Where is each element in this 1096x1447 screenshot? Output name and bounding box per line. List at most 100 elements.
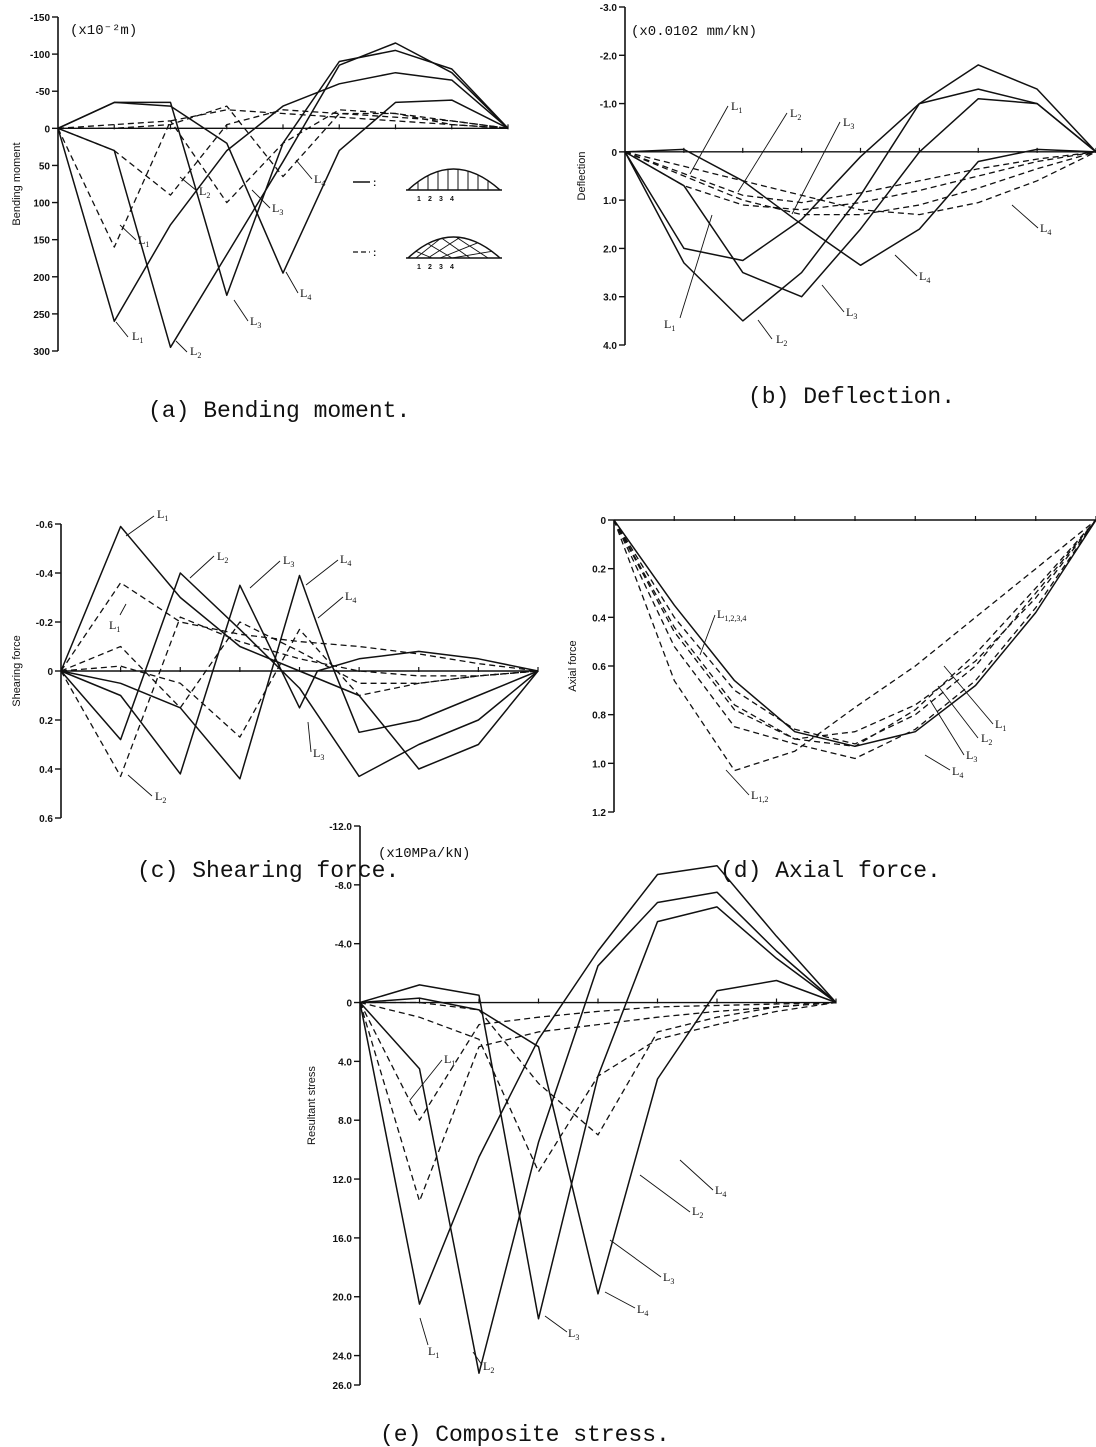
chart-caption: (e) Composite stress.	[380, 1422, 670, 1447]
legend-solid-mark: :	[373, 178, 376, 189]
series-label: L2	[776, 332, 787, 348]
label-leader	[725, 769, 750, 796]
y-tick-label: 150	[33, 236, 50, 247]
y-tick-label: 0	[346, 999, 352, 1010]
y-tick-label: 16.0	[333, 1234, 353, 1245]
label-leader	[894, 254, 918, 277]
series-dashed-line	[613, 519, 1096, 740]
label-leader	[544, 1315, 568, 1333]
series-solid-line	[359, 891, 837, 1374]
label-leader	[679, 214, 713, 319]
series-solid-line	[613, 519, 1096, 748]
series-dashed-line	[613, 519, 1096, 772]
y-tick-label: -4.0	[335, 940, 353, 951]
y-tick-label: 4.0	[338, 1057, 352, 1068]
y-tick-label: 0.4	[592, 613, 606, 624]
chart-caption: (a) Bending moment.	[148, 398, 410, 424]
series-dashed-line	[359, 1001, 837, 1121]
series-solid-line	[60, 572, 539, 778]
y-tick-label: 100	[33, 199, 50, 210]
series-dashed-line	[360, 1001, 837, 1136]
y-axis-label: Resultant stress	[306, 1066, 318, 1145]
series-label: L1	[444, 1052, 455, 1068]
label-leader	[419, 1317, 429, 1346]
label-leader	[937, 685, 979, 739]
series-solid-line	[624, 97, 1096, 298]
y-tick-label: 300	[33, 347, 50, 358]
series-label: L3	[283, 553, 294, 569]
unit-label: (x0.0102 mm/kN)	[631, 24, 757, 40]
series-label: L3	[568, 1326, 579, 1342]
panel-number: 3	[439, 264, 443, 271]
label-leader	[305, 559, 339, 586]
label-leader	[127, 774, 153, 797]
series-solid-line	[359, 906, 837, 1320]
series-dashed-line	[624, 151, 1096, 216]
series-dashed-line	[57, 109, 509, 248]
label-leader	[737, 112, 788, 193]
label-leader	[639, 1174, 691, 1213]
series-label: L1	[664, 317, 675, 333]
series-label: L4	[300, 286, 311, 302]
label-leader	[609, 1239, 662, 1278]
series-label: L3	[272, 201, 283, 217]
label-leader	[1011, 204, 1039, 229]
y-tick-label: 1.0	[592, 759, 606, 770]
label-leader	[249, 560, 281, 589]
label-leader	[233, 299, 249, 322]
label-leader	[924, 754, 951, 771]
y-tick-label: -1.0	[600, 100, 618, 111]
label-leader	[119, 603, 127, 616]
series-dashed-line	[613, 519, 1096, 745]
y-tick-label: 1.0	[603, 196, 617, 207]
y-tick-label: 0	[600, 516, 606, 527]
series-dashed-line	[60, 628, 539, 738]
chart-caption: (d) Axial force.	[720, 858, 941, 884]
panel-number: 4	[450, 264, 454, 271]
y-tick-label: -150	[30, 13, 50, 24]
series-label: L1,2,3,4	[717, 607, 746, 623]
series-dashed-line	[613, 519, 1096, 760]
label-leader	[125, 515, 155, 537]
label-leader	[604, 1291, 636, 1309]
y-tick-label: 0.6	[592, 662, 606, 673]
y-tick-label: 26.0	[333, 1381, 353, 1392]
series-label: L1	[109, 618, 120, 634]
label-leader	[317, 596, 344, 619]
series-label: L1	[138, 233, 149, 249]
label-leader	[307, 721, 312, 753]
series-label: L4	[715, 1183, 726, 1199]
label-leader	[791, 121, 841, 215]
series-label: L2	[199, 184, 210, 200]
label-leader	[679, 1159, 714, 1191]
series-label: L2	[483, 1359, 494, 1375]
label-leader	[821, 284, 845, 313]
series-label: L3	[843, 115, 854, 131]
y-tick-label: 0.2	[39, 716, 53, 727]
series-solid-line	[60, 574, 539, 780]
series-label: L2	[981, 731, 992, 747]
y-tick-label: 0.8	[592, 711, 606, 722]
y-tick-label: -50	[36, 87, 51, 98]
y-axis-label: Axial force	[567, 640, 579, 691]
label-leader	[757, 319, 773, 340]
panel-number: 1	[417, 196, 421, 203]
series-label: L4	[919, 269, 930, 285]
y-tick-label: -0.2	[36, 618, 54, 629]
series-label: L1	[428, 1344, 439, 1360]
series-label: L1	[132, 329, 143, 345]
y-tick-label: 0	[44, 124, 50, 135]
series-label: L4	[340, 552, 351, 568]
chart-a: -150 -100 -50 0 50 100 150 200 250 300 Bending mom…	[11, 13, 509, 424]
y-tick-label: 12.0	[333, 1175, 353, 1186]
series-dashed-line	[613, 519, 1096, 747]
label-leader	[251, 189, 271, 209]
series-label: L2	[190, 344, 201, 360]
series-dashed-line	[58, 105, 509, 178]
series-solid-line	[624, 88, 1096, 262]
series-label: L1	[731, 99, 742, 115]
label-leader	[699, 614, 716, 656]
series-label: L1,2	[751, 788, 768, 804]
